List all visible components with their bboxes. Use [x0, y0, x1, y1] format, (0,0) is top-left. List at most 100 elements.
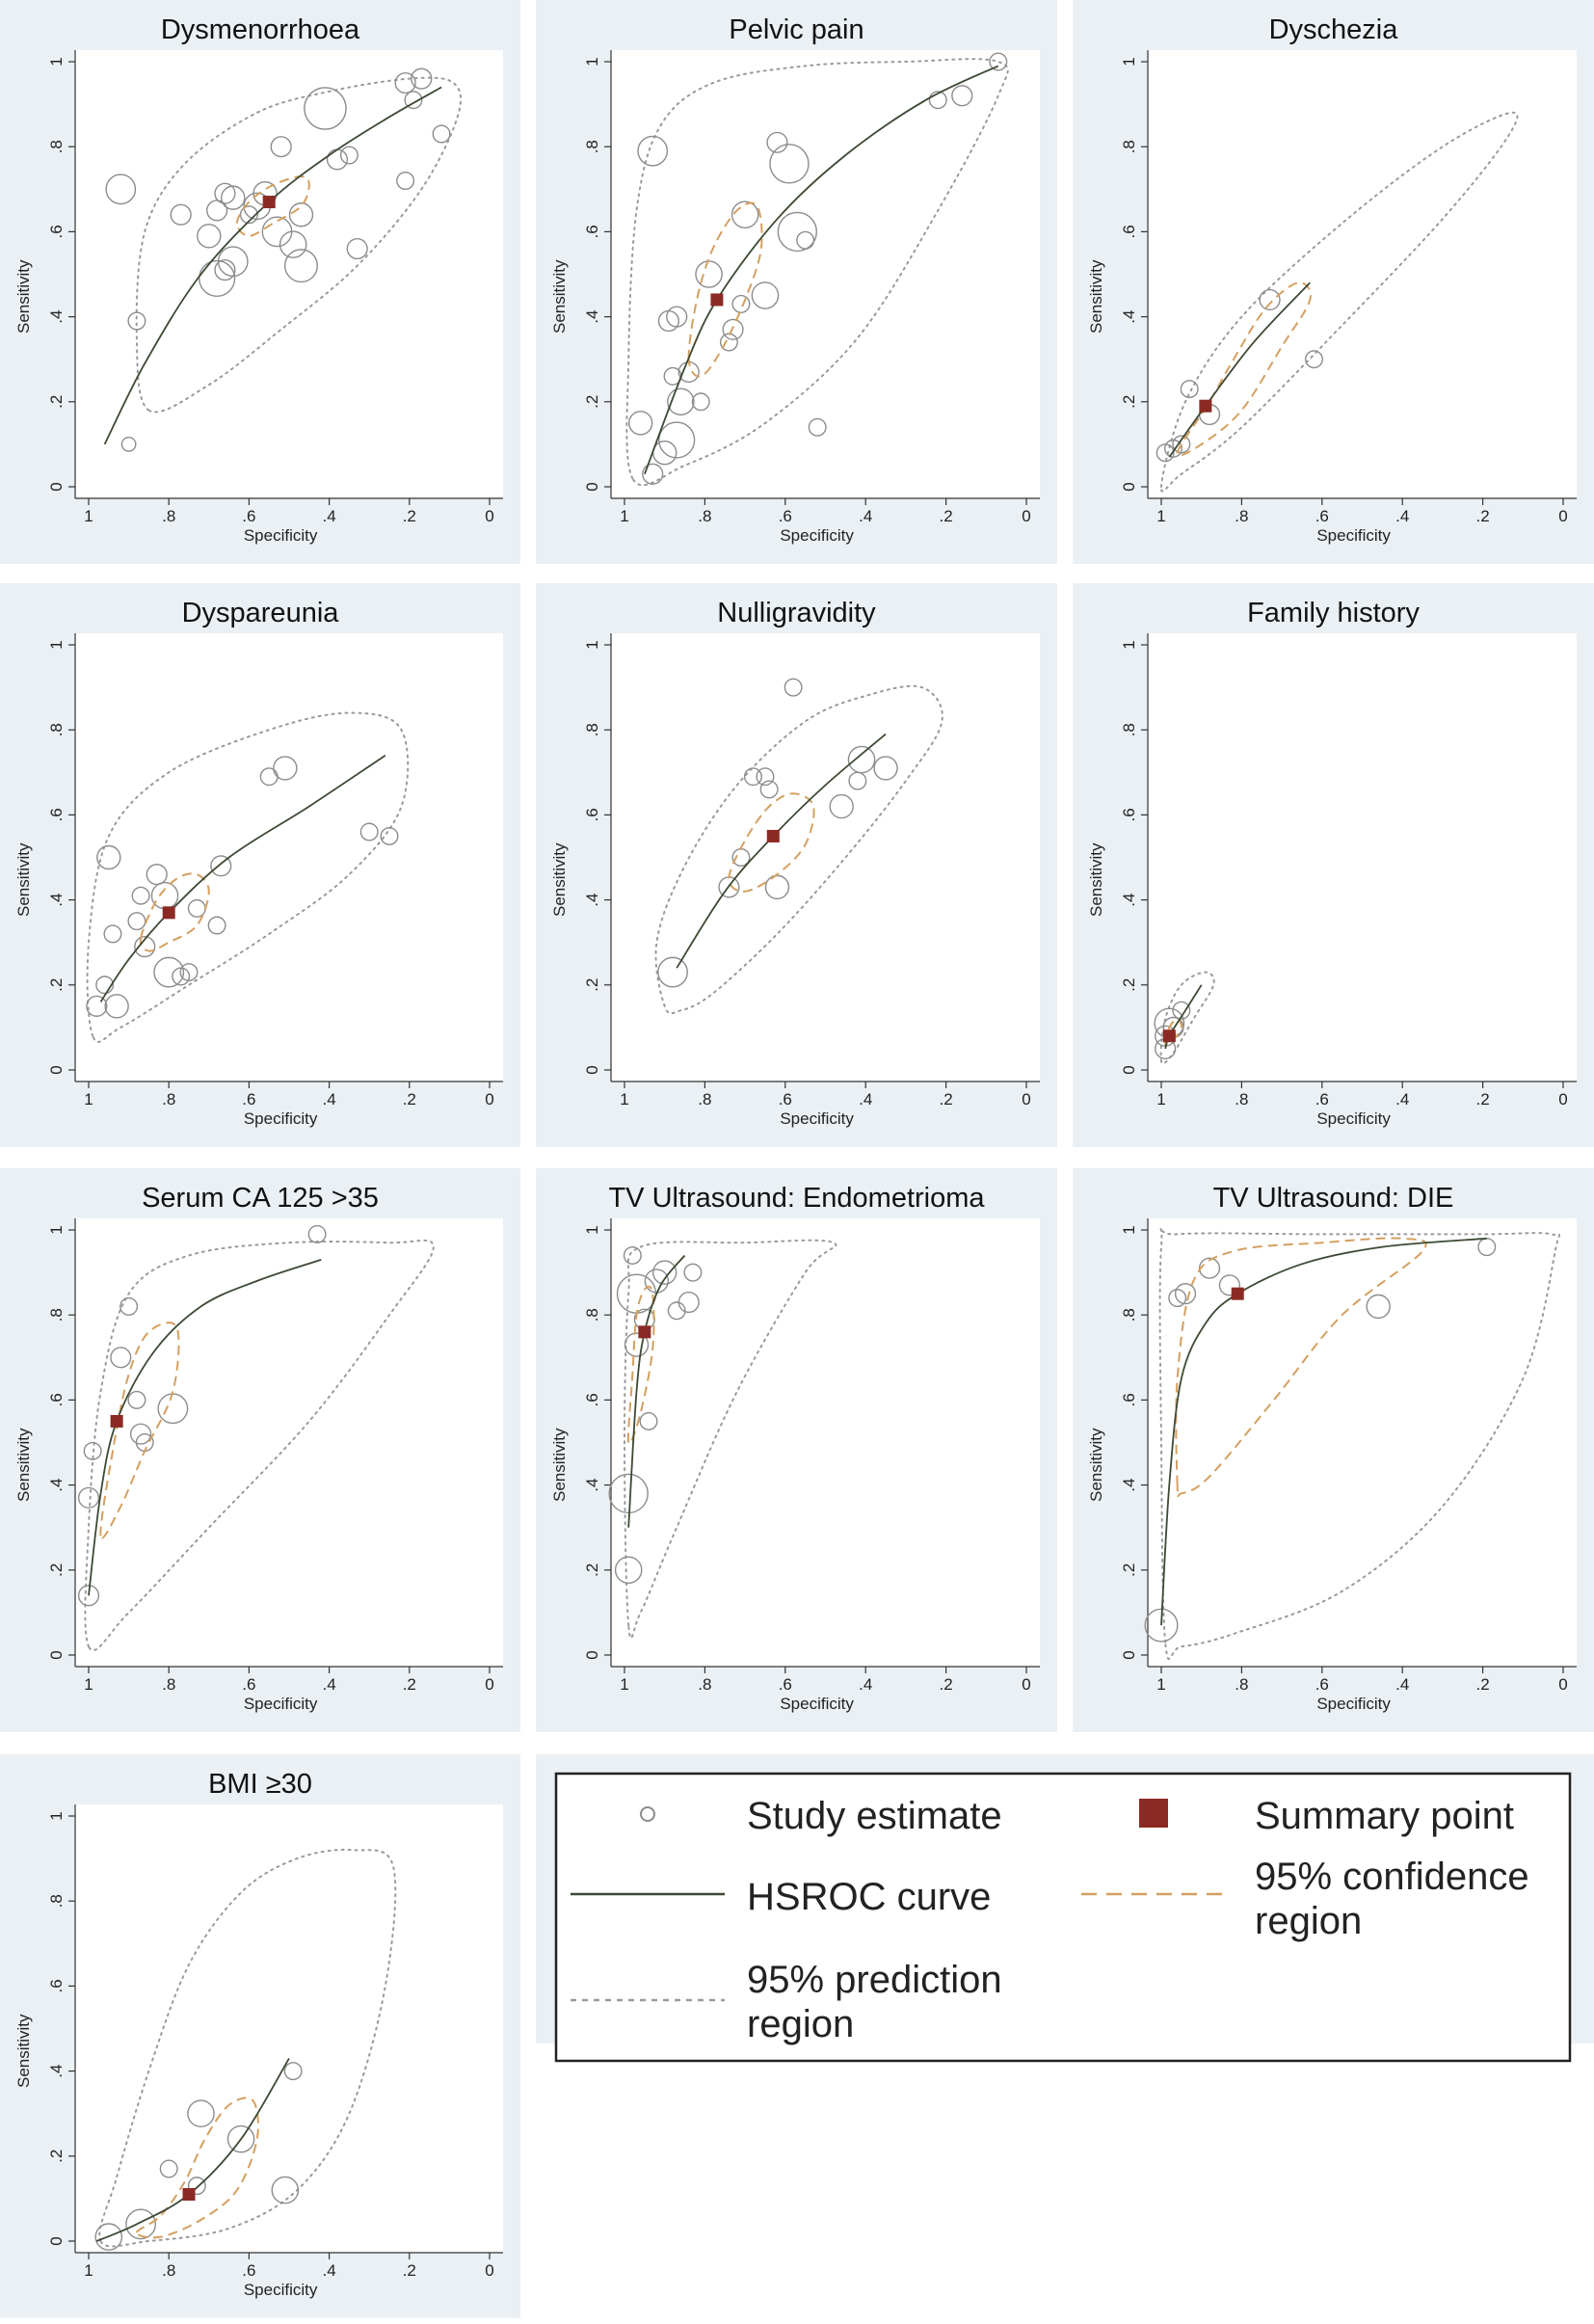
- x-tick-label: 0: [485, 1090, 493, 1109]
- x-tick-label: .4: [859, 1090, 872, 1109]
- x-tick-label: 0: [485, 1675, 493, 1694]
- confidence-region: [135, 2097, 259, 2239]
- y-tick-label: .6: [1120, 808, 1138, 821]
- y-tick-label: .8: [583, 140, 601, 153]
- legend-box: [554, 1772, 1572, 2063]
- study-estimate: [756, 767, 775, 787]
- y-tick-label: 1: [47, 1225, 66, 1234]
- y-tick-label: .2: [47, 1563, 66, 1577]
- study-estimate: [784, 678, 803, 697]
- study-estimate: [666, 306, 688, 328]
- x-tick-label: .4: [859, 1675, 872, 1694]
- x-tick-label: 1: [84, 507, 93, 525]
- y-axis-title: Sensitivity: [550, 1428, 569, 1502]
- study-estimate: [86, 995, 108, 1017]
- confidence-region: [235, 175, 310, 237]
- study-estimate: [270, 136, 292, 158]
- study-estimate: [1259, 288, 1281, 311]
- study-estimate: [432, 124, 451, 144]
- y-tick-label: 0: [47, 1065, 66, 1074]
- x-tick-label: .6: [779, 507, 792, 525]
- study-estimate: [1172, 435, 1191, 454]
- legend-hsroc-label: HSROC curve: [747, 1876, 991, 1918]
- y-tick-label: 0: [583, 1065, 601, 1074]
- study-estimate: [695, 260, 723, 288]
- x-tick-label: .8: [162, 1675, 175, 1694]
- hsroc-curve: [1160, 1237, 1487, 1626]
- legend-study-estimate-marker: [640, 1806, 655, 1822]
- x-tick-label: .2: [940, 507, 953, 525]
- confidence-region: [1175, 1237, 1427, 1498]
- study-estimate: [1180, 380, 1199, 399]
- legend-confidence-label-2: region: [1255, 1900, 1362, 1942]
- y-tick-label: .4: [583, 1479, 601, 1492]
- x-tick-label: 1: [620, 1675, 628, 1694]
- plot-area: [1148, 50, 1577, 498]
- y-axis-title: Sensitivity: [550, 842, 569, 917]
- x-tick-label: .8: [698, 1675, 711, 1694]
- study-estimate: [652, 1260, 677, 1285]
- x-tick-label: 1: [1156, 1090, 1165, 1109]
- plot-area: [611, 633, 1040, 1082]
- y-tick-label: .4: [1120, 310, 1138, 324]
- study-estimate: [146, 864, 168, 886]
- y-tick-label: .2: [583, 395, 601, 409]
- plot-area: [75, 633, 503, 1082]
- study-estimate: [667, 387, 695, 416]
- hsroc-curve: [88, 1259, 322, 1596]
- y-tick-label: 1: [47, 640, 66, 649]
- study-estimate: [307, 1224, 327, 1243]
- y-tick-label: .4: [1120, 1479, 1138, 1492]
- study-estimate: [1366, 1294, 1391, 1320]
- x-tick-label: .4: [859, 507, 872, 525]
- y-tick-label: 0: [583, 1650, 601, 1659]
- study-estimate: [105, 174, 137, 205]
- y-tick-label: 1: [1120, 640, 1138, 649]
- y-tick-label: .2: [1120, 395, 1138, 409]
- y-tick-label: 1: [47, 1811, 66, 1820]
- study-estimate: [731, 200, 759, 229]
- y-tick-label: 1: [583, 640, 601, 649]
- x-tick-label: .2: [940, 1090, 953, 1109]
- legend: Study estimate Summary point HSROC curve…: [536, 1754, 1594, 2063]
- prediction-region: [98, 1848, 397, 2248]
- panel-dyspareunia: Dyspareunia 1 .8 .6 .4 .2 0 0 .2 .4 .6 .8 1 Specifici…: [0, 583, 520, 1147]
- study-estimate: [199, 259, 236, 298]
- hsroc-curve: [627, 1254, 686, 1528]
- y-tick-label: .2: [583, 1563, 601, 1577]
- panel-dysmenorrhoea: Dysmenorrhoea 1 .8 .6 .4 .2 0 0 .2 .4 .6 .8 1 Specifi…: [0, 0, 520, 564]
- study-estimate: [346, 237, 368, 260]
- x-tick-label: .2: [403, 2261, 416, 2280]
- x-tick-label: .8: [698, 1090, 711, 1109]
- study-estimate: [103, 924, 122, 944]
- study-estimate: [179, 963, 199, 982]
- x-tick-label: .8: [1235, 1090, 1248, 1109]
- y-axis-title: Sensitivity: [14, 2014, 33, 2088]
- y-tick-label: 0: [47, 2236, 66, 2245]
- plot-area: [75, 1804, 503, 2253]
- y-axis-title: Sensitivity: [550, 259, 569, 334]
- study-estimate: [404, 91, 423, 110]
- y-axis-title: Sensitivity: [1087, 1428, 1105, 1502]
- hsroc-curve: [644, 65, 999, 475]
- x-tick-label: .8: [1235, 1675, 1248, 1694]
- legend-study-estimate-label: Study estimate: [747, 1795, 1002, 1837]
- plot-area: [1148, 1218, 1577, 1667]
- x-tick-label: 0: [1022, 1090, 1030, 1109]
- prediction-region: [625, 58, 1009, 487]
- y-tick-label: .4: [583, 894, 601, 907]
- study-estimate: [214, 258, 236, 281]
- x-axis-title: Specificity: [780, 526, 854, 545]
- x-tick-label: .2: [403, 1090, 416, 1109]
- study-estimate: [1198, 1257, 1221, 1279]
- x-tick-label: .2: [403, 507, 416, 525]
- summary-point: [1162, 1029, 1176, 1043]
- x-tick-label: 0: [1022, 1675, 1030, 1694]
- study-estimate: [808, 417, 827, 437]
- prediction-region: [654, 684, 943, 1015]
- study-estimate: [271, 2176, 300, 2204]
- y-tick-label: .4: [47, 894, 66, 907]
- study-estimate: [677, 1291, 700, 1314]
- y-tick-label: .6: [583, 808, 601, 821]
- legend-summary-point-marker: [1139, 1799, 1168, 1828]
